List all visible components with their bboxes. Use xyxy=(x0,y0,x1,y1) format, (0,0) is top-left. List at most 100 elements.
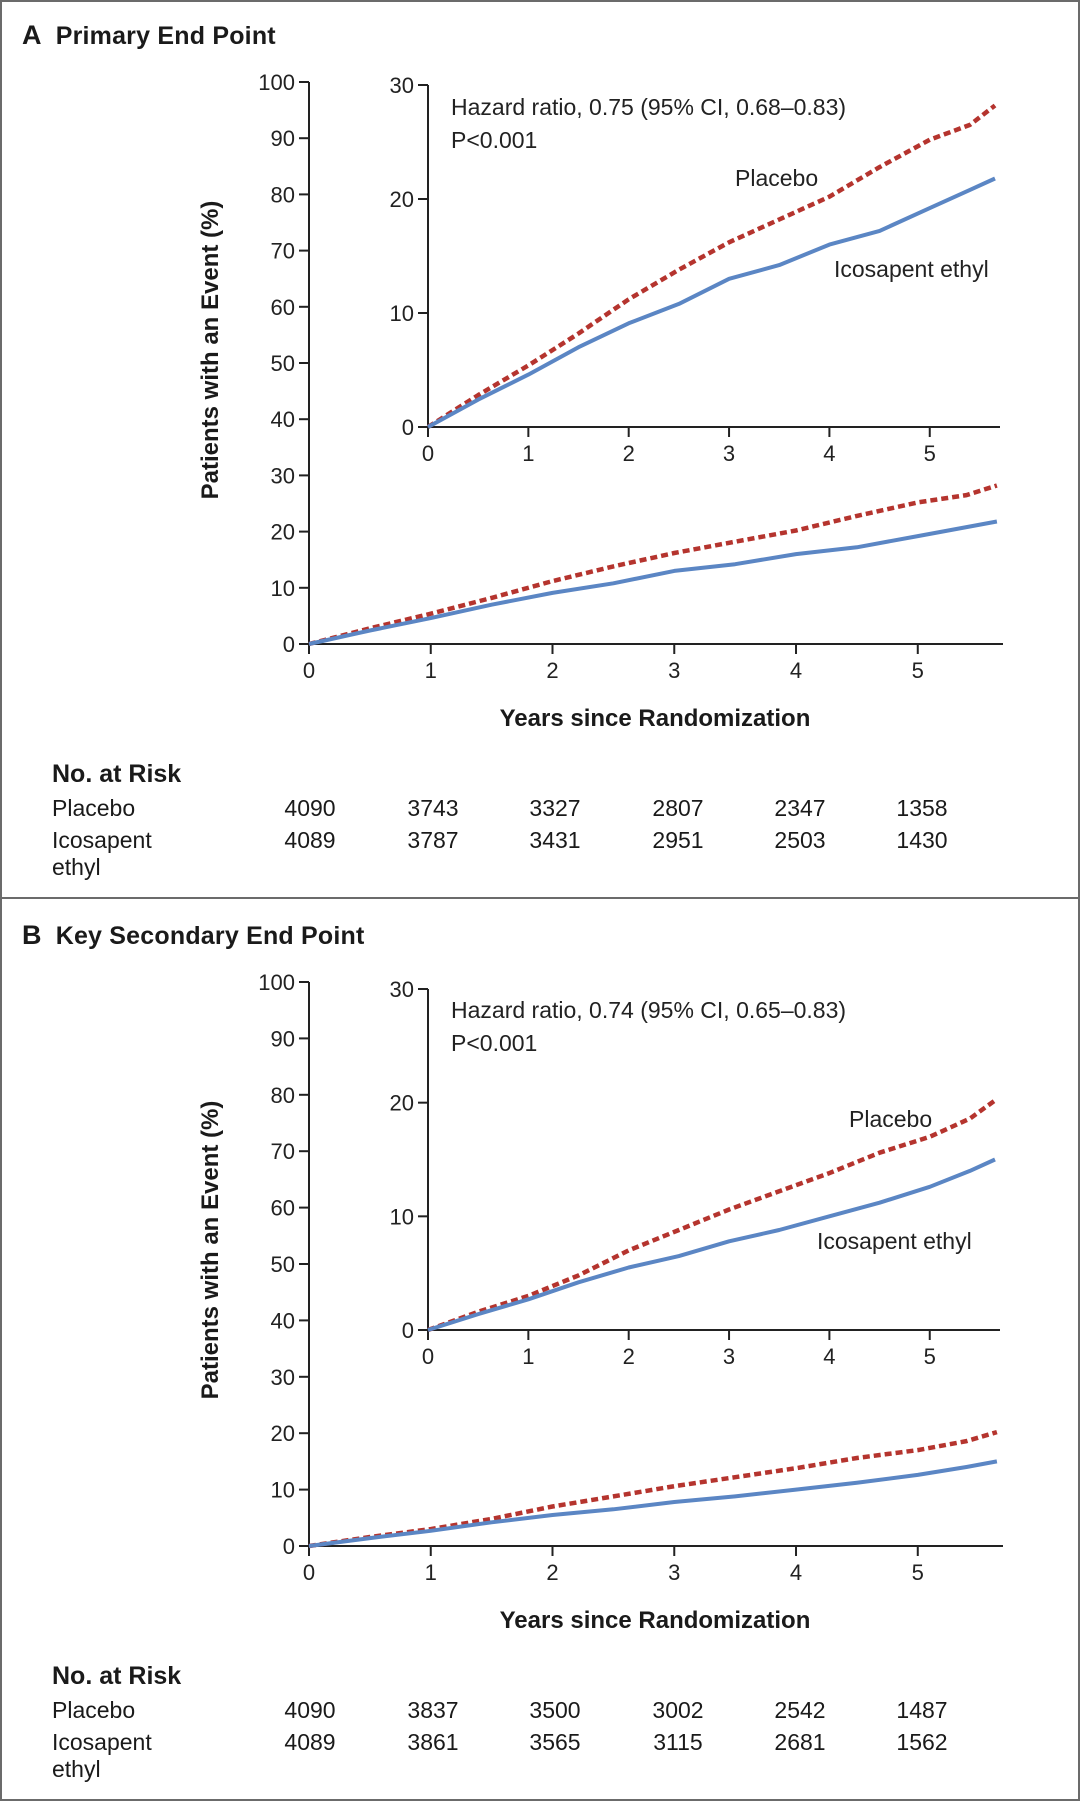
risk-cell: 3565 xyxy=(529,1729,581,1755)
panel-a-main-x-tick-label: 0 xyxy=(303,658,315,683)
panel-b-inset-y-tick-label: 0 xyxy=(402,1318,414,1343)
panel-divider xyxy=(0,897,1080,899)
panel-b-main-y-tick-label: 30 xyxy=(271,1365,295,1390)
risk-row-icosapent: Icosapent ethyl 4089 3861 3565 3115 2681… xyxy=(52,1729,948,1782)
panel-a-p-value: P<0.001 xyxy=(451,127,537,153)
panel-b-inset-series-placebo-line xyxy=(427,1098,997,1333)
panel-a-main-series-icosapent-line xyxy=(308,519,998,646)
panel-b-placebo-label: Placebo xyxy=(849,1106,932,1132)
panel-b-heading: B Key Secondary End Point xyxy=(22,920,365,951)
risk-cell: 3837 xyxy=(407,1697,459,1723)
panel-a-main-x-tick-label: 3 xyxy=(668,658,680,683)
panel-a-main-x-tick-label: 5 xyxy=(912,658,924,683)
panel-a-main-y-tick-label: 30 xyxy=(271,463,295,488)
panel-a-inset-x-tick-label: 0 xyxy=(422,441,434,466)
risk-cell: 3861 xyxy=(407,1729,459,1755)
panel-b-main-series-placebo-line xyxy=(308,1429,998,1549)
risk-row-label: Placebo xyxy=(52,1697,136,1723)
panel-a-main-y-tick-label: 60 xyxy=(271,295,295,320)
panel-b-inset-y-tick-label: 10 xyxy=(390,1204,414,1229)
risk-cell: 4089 xyxy=(284,827,336,853)
panel-a-main-y-tick-label: 100 xyxy=(258,70,295,95)
panel-a-main-y-tick-label: 10 xyxy=(271,576,295,601)
risk-cell: 3787 xyxy=(407,827,459,853)
panel-b-main-x-tick-label: 3 xyxy=(668,1560,680,1585)
panel-a-inset-x-tick-label: 1 xyxy=(522,441,534,466)
panel-b-main-y-tick-label: 40 xyxy=(271,1308,295,1333)
risk-cell: 3115 xyxy=(653,1729,703,1755)
panel-a-inset-y-tick-label: 20 xyxy=(390,187,414,212)
risk-cell: 3002 xyxy=(652,1697,704,1723)
panel-b-main-x-tick-label: 1 xyxy=(425,1560,437,1585)
risk-cell: 2503 xyxy=(774,827,826,853)
panel-b-main-y-tick-label: 10 xyxy=(271,1478,295,1503)
risk-cell: 1562 xyxy=(896,1729,948,1755)
panel-a-inset-x-tick-label: 5 xyxy=(924,441,936,466)
panel-a-inset-y-tick-label: 30 xyxy=(390,73,414,98)
panel-b-main-y-tick-label: 20 xyxy=(271,1421,295,1446)
risk-row-placebo: Placebo 4090 3743 3327 2807 2347 1358 xyxy=(52,795,948,827)
panel-b-main-y-tick-label: 60 xyxy=(271,1196,295,1221)
panel-a-main-x-tick-label: 2 xyxy=(546,658,558,683)
panel-b-main-y-tick-label: 70 xyxy=(271,1139,295,1164)
risk-cell: 1358 xyxy=(896,795,948,821)
panel-a-main-x-tick-label: 1 xyxy=(425,658,437,683)
risk-row-label: Icosapent ethyl xyxy=(52,827,152,880)
panel-a-main-y-tick-label: 0 xyxy=(283,632,295,657)
risk-cell: 4090 xyxy=(284,1697,336,1723)
panel-a-title: Primary End Point xyxy=(55,22,276,50)
panel-a-main-series-placebo-line xyxy=(308,483,998,647)
risk-cell: 3327 xyxy=(529,795,581,821)
panel-a-inset-series-icosapent-line xyxy=(427,176,996,429)
panel-a-inset-y-tick-label: 0 xyxy=(402,415,414,440)
risk-cell: 2542 xyxy=(774,1697,826,1723)
panel-b-inset-y-tick-label: 20 xyxy=(390,1091,414,1116)
panel-b-inset-y-tick-label: 30 xyxy=(390,977,414,1002)
risk-cell: 3431 xyxy=(529,827,581,853)
risk-table-b: No. at Risk Placebo 4090 3837 3500 3002 … xyxy=(52,1662,948,1782)
panel-a-placebo-label: Placebo xyxy=(735,165,818,191)
risk-row-label: Icosapent ethyl xyxy=(52,1729,152,1782)
panel-b-p-value: P<0.001 xyxy=(451,1030,537,1056)
panel-b-letter: B xyxy=(22,920,42,950)
panel-b-main-y-tick-label: 90 xyxy=(271,1026,295,1051)
panel-a-inset-y-tick-label: 10 xyxy=(390,301,414,326)
panel-b-title: Key Secondary End Point xyxy=(55,922,365,950)
panel-a-heading: A Primary End Point xyxy=(22,20,276,51)
panel-a-inset-series-placebo-line xyxy=(426,103,997,429)
panel-b-inset-x-tick-label: 4 xyxy=(823,1344,835,1369)
risk-table-b-title: No. at Risk xyxy=(52,1662,182,1690)
panel-b-inset-x-tick-label: 1 xyxy=(522,1344,534,1369)
panel-b-hazard-ratio: Hazard ratio, 0.74 (95% CI, 0.65–0.83) xyxy=(451,997,846,1023)
risk-cell: 3500 xyxy=(529,1697,581,1723)
panel-a-main-y-tick-label: 90 xyxy=(271,126,295,151)
risk-cell: 4089 xyxy=(284,1729,336,1755)
risk-cell: 4090 xyxy=(284,795,336,821)
risk-cell: 1430 xyxy=(896,827,948,853)
risk-cell: 2681 xyxy=(774,1729,826,1755)
panel-a-letter: A xyxy=(22,20,42,50)
panel-b-main-y-tick-label: 50 xyxy=(271,1252,295,1277)
panel-b-main-y-tick-label: 80 xyxy=(271,1083,295,1108)
risk-row-placebo: Placebo 4090 3837 3500 3002 2542 1487 xyxy=(52,1697,948,1729)
panel-b-main-x-tick-label: 5 xyxy=(912,1560,924,1585)
risk-cell: 1487 xyxy=(896,1697,948,1723)
panel-b-inset-x-tick-label: 0 xyxy=(422,1344,434,1369)
risk-row-label: Placebo xyxy=(52,795,136,821)
panel-b-icosapent-label: Icosapent ethyl xyxy=(817,1228,972,1254)
panel-b-main-x-tick-label: 4 xyxy=(790,1560,802,1585)
panel-a-inset-x-tick-label: 4 xyxy=(823,441,835,466)
panel-a-inset-x-tick-label: 3 xyxy=(723,441,735,466)
panel-a-hazard-ratio: Hazard ratio, 0.75 (95% CI, 0.68–0.83) xyxy=(451,94,846,120)
panel-a-inset-x-tick-label: 2 xyxy=(623,441,635,466)
panel-b-inset-series-icosapent-line xyxy=(427,1157,996,1332)
panel-a-main-y-tick-label: 20 xyxy=(271,520,295,545)
risk-cell: 2807 xyxy=(652,795,704,821)
panel-b-main-y-tick-label: 0 xyxy=(283,1534,295,1559)
panel-b-inset-x-tick-label: 2 xyxy=(623,1344,635,1369)
risk-cell: 2951 xyxy=(652,827,704,853)
panel-a-x-axis-label: Years since Randomization xyxy=(500,705,811,732)
